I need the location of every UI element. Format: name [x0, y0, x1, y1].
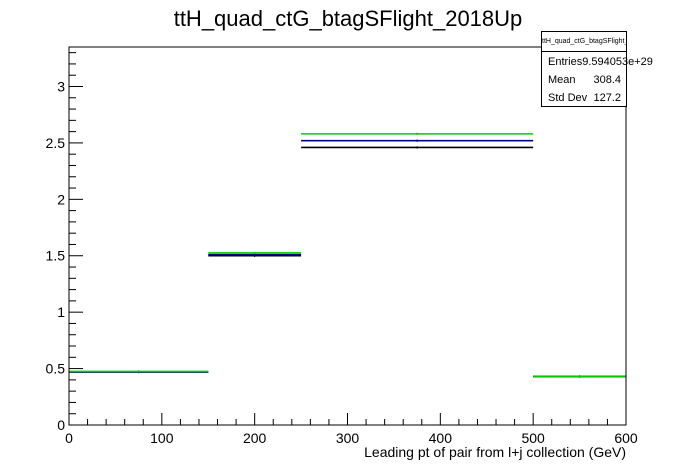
- y-tick-label: 2.5: [46, 135, 66, 151]
- series-2: [69, 132, 626, 378]
- x-tick-label: 100: [150, 430, 174, 446]
- x-tick-label: 300: [336, 430, 360, 446]
- axis-ticks: 0 100 200 300 400 500 600 0 0.5 1 1.5 2 2.5 3: [46, 52, 638, 446]
- stats-label: Std Dev: [548, 92, 588, 104]
- x-tick-label: 600: [614, 430, 638, 446]
- stats-row-entries: Entries 9.594053e+29: [542, 52, 653, 70]
- stats-title: ttH_quad_ctG_btagSFlight_2018Up: [542, 32, 626, 52]
- series-1: [69, 139, 626, 378]
- y-tick-label: 1: [57, 304, 65, 320]
- y-tick-label: 0: [57, 417, 65, 433]
- stats-box: ttH_quad_ctG_btagSFlight_2018Up Entries …: [541, 31, 653, 107]
- stats-row-stddev: Std Dev 127.2: [542, 88, 626, 106]
- stats-value: 9.594053e+29: [582, 56, 653, 68]
- stats-value: 127.2: [593, 92, 621, 104]
- y-tick-label: 2: [57, 191, 65, 207]
- x-tick-label: 500: [521, 430, 545, 446]
- stats-label: Entries: [548, 56, 583, 68]
- stats-label: Mean: [548, 74, 576, 86]
- stats-row-mean: Mean 308.4: [542, 70, 626, 88]
- x-tick-label: 0: [65, 430, 73, 446]
- chart-title: ttH_quad_ctG_btagSFlight_2018Up: [174, 6, 523, 31]
- x-axis-label: Leading pt of pair from l+j collection (…: [364, 444, 626, 460]
- x-tick-label: 400: [429, 430, 453, 446]
- y-tick-label: 1.5: [46, 248, 66, 264]
- stats-value: 308.4: [593, 74, 621, 86]
- y-tick-label: 3: [57, 78, 65, 94]
- series-layer: [69, 132, 626, 378]
- y-tick-label: 0.5: [46, 361, 66, 377]
- series-0: [69, 146, 626, 378]
- x-tick-label: 200: [243, 430, 267, 446]
